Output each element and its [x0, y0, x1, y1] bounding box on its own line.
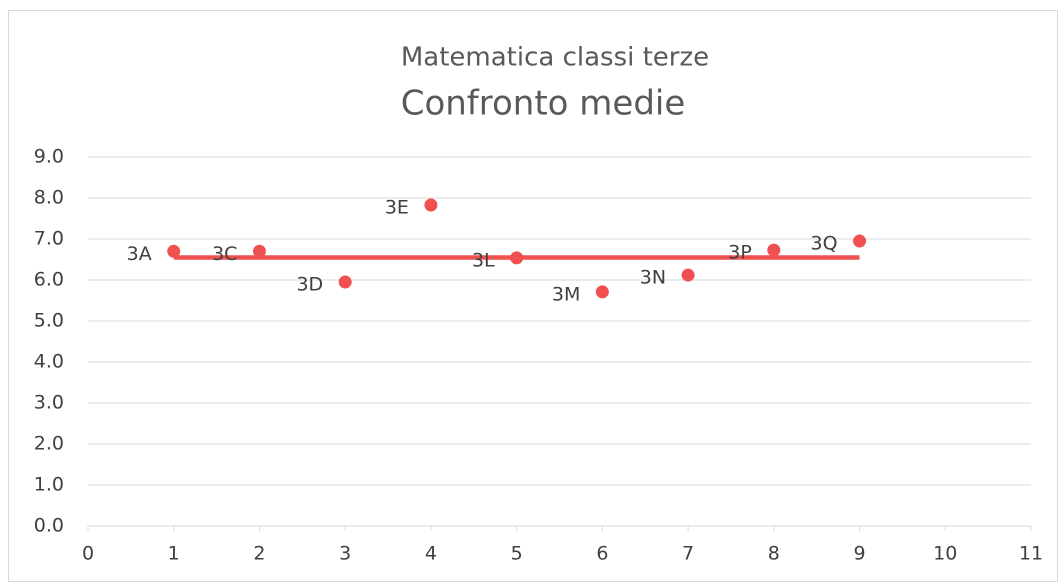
point — [853, 234, 867, 248]
point-label: 3A — [127, 243, 152, 265]
x-tick-label: 7 — [682, 543, 694, 565]
x-tick-label: 8 — [768, 543, 780, 565]
point-label: 3E — [385, 196, 409, 218]
point — [510, 251, 524, 265]
x-tick-label: 4 — [425, 543, 437, 565]
point — [595, 285, 609, 299]
point-label: 3P — [728, 242, 752, 264]
x-tick-label: 0 — [82, 543, 94, 565]
point — [338, 275, 352, 289]
chart-border — [8, 10, 1058, 582]
point-label: 3N — [640, 267, 666, 289]
y-tick-label: 7.0 — [34, 228, 64, 250]
point — [167, 244, 181, 258]
x-tick-label: 10 — [933, 543, 957, 565]
x-tick-label: 5 — [511, 543, 523, 565]
x-tick-label: 9 — [853, 543, 865, 565]
x-tick-label: 11 — [1019, 543, 1043, 565]
y-tick-label: 8.0 — [34, 187, 64, 209]
y-tick-label: 0.0 — [34, 515, 64, 537]
point-label: 3D — [296, 274, 323, 296]
x-tick-label: 3 — [339, 543, 351, 565]
y-tick-label: 4.0 — [34, 351, 64, 373]
chart-title: Matematica classi terze — [401, 43, 709, 73]
point — [681, 268, 695, 282]
x-tick-label: 2 — [253, 543, 265, 565]
point — [767, 243, 781, 257]
x-tick-label: 1 — [168, 543, 180, 565]
y-tick-label: 9.0 — [34, 146, 64, 168]
point-label: 3Q — [810, 233, 837, 255]
chart-subtitle: Confronto medie — [401, 84, 686, 124]
y-tick-label: 6.0 — [34, 269, 64, 291]
y-tick-label: 5.0 — [34, 310, 64, 332]
y-tick-label: 1.0 — [34, 474, 64, 496]
point-label: 3M — [552, 283, 580, 305]
point-label: 3C — [212, 243, 237, 265]
y-tick-label: 2.0 — [34, 433, 64, 455]
point — [424, 198, 438, 212]
point — [252, 244, 266, 258]
x-tick-label: 6 — [596, 543, 608, 565]
y-tick-label: 3.0 — [34, 392, 64, 414]
point-label: 3L — [472, 249, 495, 271]
